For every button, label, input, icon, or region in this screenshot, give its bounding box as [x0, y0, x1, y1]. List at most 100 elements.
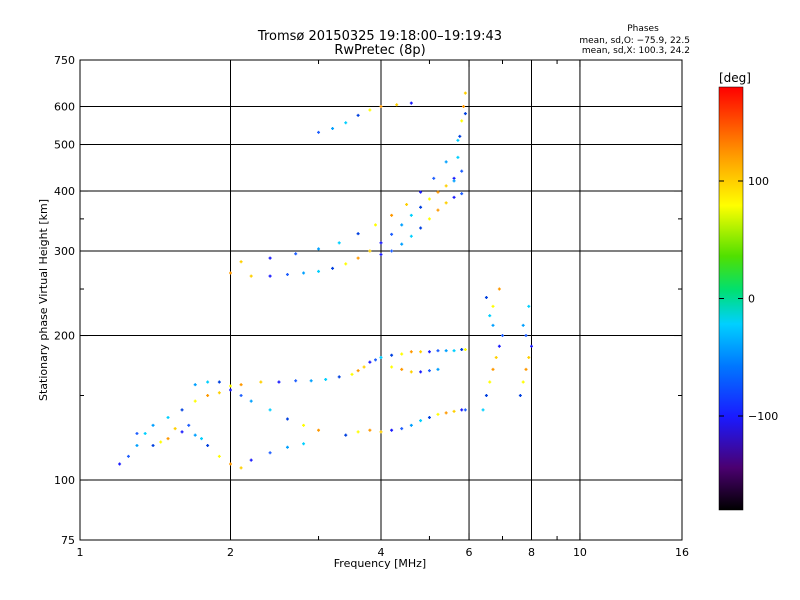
echo-point	[193, 383, 197, 387]
echo-trace	[518, 304, 533, 398]
echo-point	[497, 344, 501, 348]
echo-point	[317, 269, 321, 273]
echo-point	[444, 160, 448, 164]
echo-point	[356, 369, 360, 373]
echo-point	[521, 380, 525, 384]
echo-point	[463, 408, 467, 412]
echo-point	[294, 379, 298, 383]
echo-point	[180, 408, 184, 412]
echo-point	[374, 358, 378, 362]
echo-point	[419, 419, 423, 423]
echo-point	[337, 241, 341, 245]
chart-subtitle: RwPretec (8p)	[334, 43, 425, 58]
x-tick-label: 6	[466, 546, 473, 559]
echo-point	[452, 195, 456, 199]
y-tick-label: 300	[54, 245, 75, 258]
echo-point	[444, 184, 448, 188]
echo-point	[491, 323, 495, 327]
echo-point	[419, 226, 423, 230]
echo-point	[527, 304, 531, 308]
echo-point	[379, 355, 383, 359]
echo-point	[356, 256, 360, 260]
echo-point	[460, 408, 464, 412]
echo-point	[206, 394, 210, 398]
phase-info-x: mean, sd,X: 100.3, 24.2	[582, 46, 690, 56]
echo-point	[277, 380, 281, 384]
tick-layer: 1 2 4 6 8 10 16 75 100 200 300 400 500 600 750	[54, 54, 689, 559]
y-tick-label: 100	[54, 474, 75, 487]
echo-point	[302, 442, 306, 446]
echo-point	[427, 197, 431, 201]
echo-point	[460, 348, 464, 352]
echo-point	[444, 201, 448, 205]
echo-trace	[229, 169, 464, 278]
echo-point	[187, 423, 191, 427]
echo-trace	[135, 388, 321, 436]
echo-point	[229, 384, 232, 388]
echo-point	[259, 380, 263, 384]
y-tick-label: 500	[54, 139, 75, 152]
echo-point	[400, 352, 404, 356]
x-axis-label: Frequency [MHz]	[334, 557, 426, 570]
echo-point	[460, 119, 464, 123]
echo-point	[419, 370, 423, 374]
echo-point	[135, 444, 139, 448]
echo-point	[229, 271, 232, 275]
echo-trace	[481, 287, 505, 412]
echo-point	[217, 391, 221, 395]
colorbar-label: [deg]	[719, 71, 751, 85]
echo-point	[239, 260, 243, 264]
y-tick-label: 75	[61, 534, 75, 547]
echo-point	[166, 415, 170, 419]
echo-point	[524, 367, 528, 371]
echo-point	[368, 249, 372, 253]
y-tick-label: 200	[54, 330, 75, 343]
echo-point	[317, 247, 321, 251]
echo-point	[268, 256, 272, 260]
echo-trace	[193, 355, 383, 388]
echo-point	[193, 399, 197, 403]
echo-point	[456, 138, 460, 142]
echo-point	[400, 367, 404, 371]
phase-info: Phases mean, sd,O: −75.9, 22.5 mean, sd,…	[579, 24, 690, 56]
echo-point	[249, 274, 253, 278]
echo-point	[409, 370, 413, 374]
echo-point	[463, 91, 467, 95]
echo-point	[444, 349, 448, 353]
chart-title: Tromsø 20150325 19:18:00–19:19:43	[257, 29, 502, 44]
echo-point	[344, 121, 348, 125]
echo-point	[229, 462, 232, 466]
echo-point	[497, 287, 501, 291]
echo-point	[488, 380, 492, 384]
echo-point	[135, 432, 139, 436]
echo-point	[239, 466, 243, 470]
echo-point	[460, 192, 464, 196]
echo-point	[518, 394, 522, 398]
echo-point	[331, 266, 335, 270]
echo-point	[126, 454, 130, 458]
echo-point	[356, 430, 360, 434]
echo-point	[217, 380, 221, 384]
points-layer	[118, 91, 533, 470]
echo-point	[390, 428, 394, 432]
echo-point	[452, 179, 456, 183]
echo-point	[444, 411, 448, 415]
echo-point	[368, 428, 372, 432]
echo-point	[494, 355, 498, 359]
echo-point	[390, 365, 394, 369]
echo-point	[337, 375, 341, 379]
echo-point	[400, 223, 404, 227]
echo-trace	[390, 365, 440, 374]
echo-point	[521, 323, 525, 327]
echo-point	[481, 408, 485, 412]
echo-point	[379, 105, 383, 109]
echo-point	[462, 105, 466, 109]
echo-point	[356, 113, 360, 117]
echo-point	[350, 372, 354, 376]
echo-point	[427, 350, 431, 354]
echo-trace	[344, 408, 467, 437]
echo-point	[143, 432, 147, 436]
x-tick-label: 2	[227, 546, 234, 559]
x-tick-label: 1	[77, 546, 84, 559]
echo-trace	[239, 112, 467, 264]
